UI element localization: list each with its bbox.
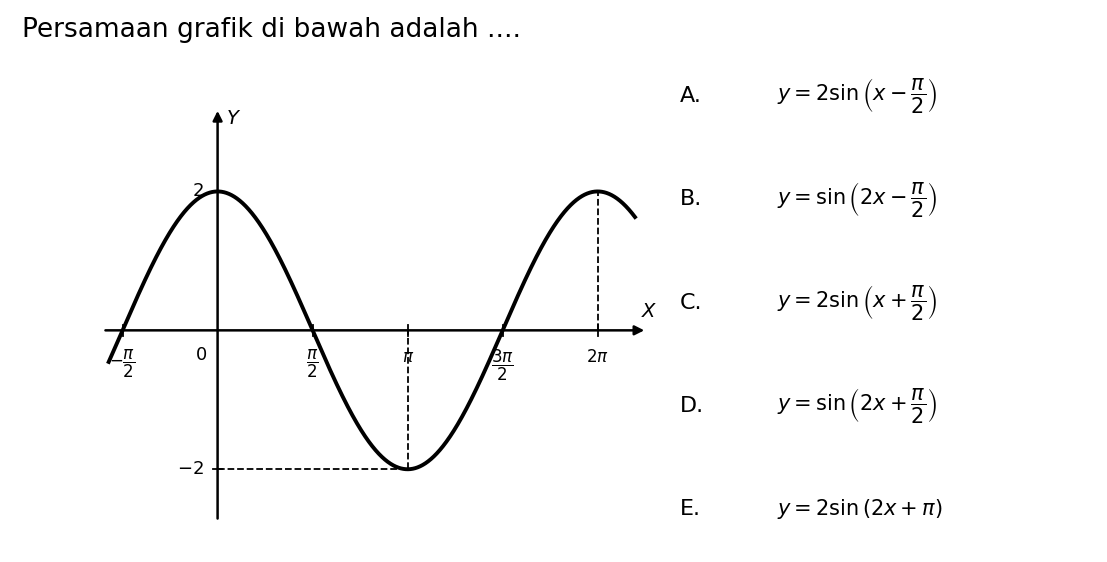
Text: $y = \sin\left(2x-\dfrac{\pi}{2}\right)$: $y = \sin\left(2x-\dfrac{\pi}{2}\right)$ bbox=[777, 180, 938, 219]
Text: $y = \sin\left(2x+\dfrac{\pi}{2}\right)$: $y = \sin\left(2x+\dfrac{\pi}{2}\right)$ bbox=[777, 387, 938, 425]
Text: 2: 2 bbox=[193, 183, 205, 201]
Text: B.: B. bbox=[680, 189, 702, 209]
Text: 0: 0 bbox=[196, 346, 207, 364]
Text: $-\dfrac{\pi}{2}$: $-\dfrac{\pi}{2}$ bbox=[110, 348, 136, 380]
Text: D.: D. bbox=[680, 396, 704, 416]
Text: $\dfrac{3\pi}{2}$: $\dfrac{3\pi}{2}$ bbox=[492, 348, 514, 383]
Text: $\pi$: $\pi$ bbox=[402, 348, 414, 366]
Text: $-2$: $-2$ bbox=[177, 460, 205, 478]
Text: $y = 2\sin\left(x+\dfrac{\pi}{2}\right)$: $y = 2\sin\left(x+\dfrac{\pi}{2}\right)$ bbox=[777, 283, 938, 322]
Text: $\dfrac{\pi}{2}$: $\dfrac{\pi}{2}$ bbox=[307, 348, 319, 380]
Text: Y: Y bbox=[227, 110, 238, 129]
Text: $y = 2\sin\left(2x+\pi\right)$: $y = 2\sin\left(2x+\pi\right)$ bbox=[777, 497, 942, 522]
Text: A.: A. bbox=[680, 86, 702, 106]
Text: C.: C. bbox=[680, 293, 702, 312]
Text: Persamaan grafik di bawah adalah ....: Persamaan grafik di bawah adalah .... bbox=[22, 17, 521, 43]
Text: $y = 2\sin\left(x-\dfrac{\pi}{2}\right)$: $y = 2\sin\left(x-\dfrac{\pi}{2}\right)$ bbox=[777, 76, 938, 115]
Text: $2\pi$: $2\pi$ bbox=[587, 348, 609, 366]
Text: E.: E. bbox=[680, 500, 701, 519]
Text: X: X bbox=[642, 302, 655, 321]
